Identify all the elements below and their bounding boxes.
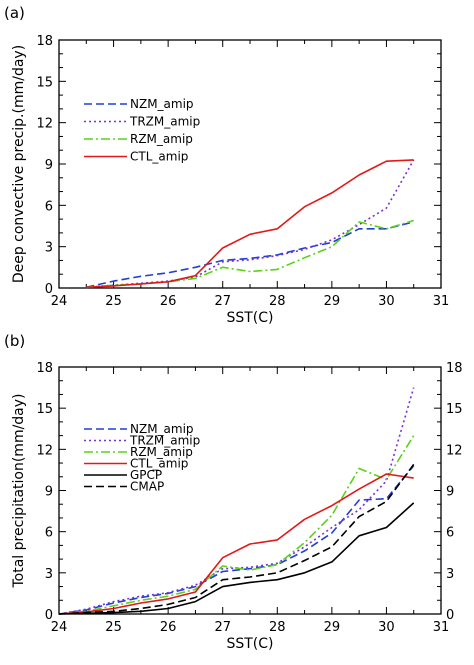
y-tick-label: 18 [36, 34, 53, 49]
y-tick-label: 0 [45, 282, 53, 297]
y-axis-label: Deep convective precip.(mm/day) [11, 45, 27, 283]
y-tick-label-right: 12 [446, 443, 463, 458]
x-axis-label: SST(C) [226, 310, 273, 326]
x-tick-label: 27 [214, 620, 231, 635]
y-tick-label-right: 0 [446, 608, 454, 623]
legend-label: GPCP [130, 468, 162, 482]
series-line-ctl-amip [58, 473, 414, 615]
x-tick-label: 25 [105, 294, 122, 309]
x-tick-label: 29 [324, 294, 341, 309]
x-axis-label: SST(C) [226, 636, 273, 652]
legend-label: TRZM_amip [129, 115, 200, 129]
y-tick-label-right: 18 [446, 361, 463, 376]
y-tick-label: 12 [36, 117, 53, 132]
x-tick-label: 30 [378, 294, 395, 309]
y-tick-label: 0 [45, 608, 53, 623]
x-tick-label: 24 [51, 620, 68, 635]
legend-label: CTL_amip [130, 457, 188, 471]
legend-label: RZM_amip [130, 132, 193, 146]
x-tick-label: 31 [433, 294, 450, 309]
x-tick-label: 30 [378, 620, 395, 635]
y-tick-label-right: 15 [446, 402, 463, 417]
series-line-rzm-amip [58, 435, 415, 615]
y-tick-label: 9 [45, 485, 53, 500]
legend-label: CTL_amip [130, 150, 188, 164]
y-axis-label: Total precipitation(mm/day) [11, 393, 27, 588]
y-tick-label-right: 6 [446, 526, 454, 541]
legend-label: RZM_amip [130, 445, 193, 459]
y-tick-label: 6 [45, 199, 53, 214]
y-tick-label: 6 [45, 526, 53, 541]
x-tick-label: 28 [269, 620, 286, 635]
y-tick-label: 3 [45, 241, 53, 256]
y-tick-label: 3 [45, 567, 53, 582]
series-line-ctl-amip [86, 159, 414, 289]
x-tick-label: 28 [269, 294, 286, 309]
x-tick-label: 24 [51, 294, 68, 309]
series-line-nzm-amip [58, 465, 415, 615]
x-tick-label: 26 [160, 620, 177, 635]
y-tick-label-right: 3 [446, 567, 454, 582]
y-tick-label: 12 [36, 443, 53, 458]
legend-label: NZM_amip [130, 422, 194, 436]
series-line-trzm-amip [58, 387, 415, 615]
legend-label: TRZM_amip [129, 434, 200, 448]
panel-label: (b) [4, 332, 25, 350]
legend-label: CMAP [130, 480, 164, 494]
legend-label: NZM_amip [130, 97, 194, 111]
x-tick-label: 27 [214, 294, 231, 309]
series-line-nzm-amip [86, 221, 414, 289]
x-tick-label: 29 [324, 620, 341, 635]
x-tick-label: 31 [433, 620, 450, 635]
y-tick-label: 9 [45, 158, 53, 173]
series-line-gpcp [58, 502, 415, 615]
y-tick-label: 15 [36, 402, 53, 417]
x-tick-label: 25 [105, 620, 122, 635]
y-tick-label: 18 [36, 361, 53, 376]
x-tick-label: 26 [160, 294, 177, 309]
y-tick-label: 15 [36, 75, 53, 90]
panel-label: (a) [4, 4, 25, 22]
plot-frame [58, 39, 442, 289]
y-tick-label-right: 9 [446, 485, 454, 500]
series-line-cmap [58, 463, 415, 615]
